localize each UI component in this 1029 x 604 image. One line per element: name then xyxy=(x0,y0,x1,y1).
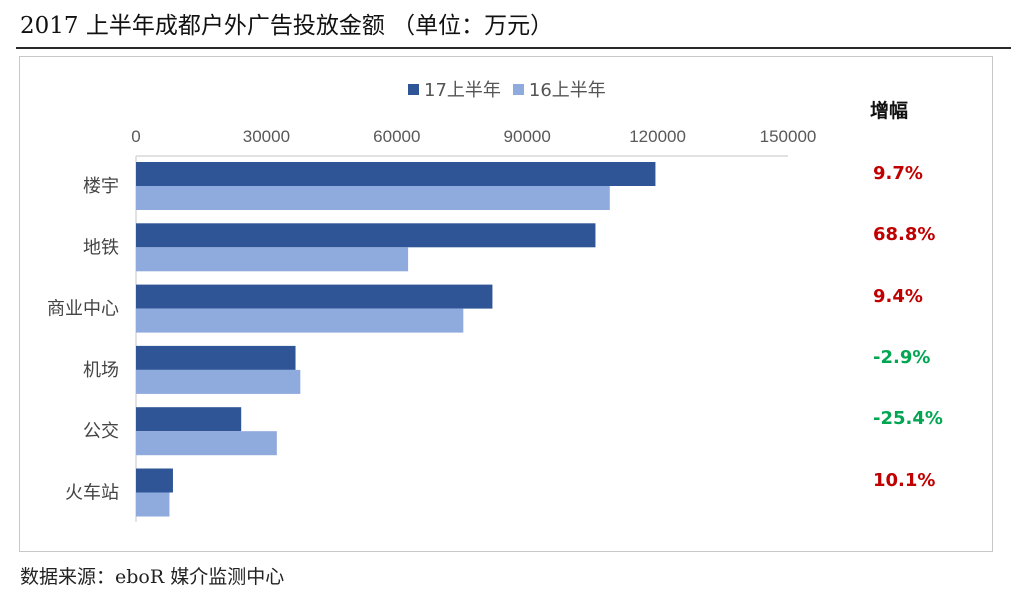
growth-header: 增幅 xyxy=(870,100,909,122)
legend-swatch-17 xyxy=(408,83,419,95)
growth-value: 9.7% xyxy=(873,163,923,184)
growth-value: -25.4% xyxy=(873,408,943,430)
page-title: 2017 上半年成都户外广告投放金额 （单位：万元） xyxy=(20,13,554,39)
legend-swatch-16 xyxy=(512,83,524,95)
legend-item-17: 17上半年 xyxy=(408,76,501,102)
legend-label-17: 17上半年 xyxy=(424,80,501,101)
legend-item-16: 16上半年 xyxy=(512,76,606,102)
growth-value: -2.9% xyxy=(873,346,931,368)
growth-value: 68.8% xyxy=(873,224,936,246)
legend-label-16: 16上半年 xyxy=(528,80,606,101)
title-divider xyxy=(16,47,1011,49)
chart-frame xyxy=(19,56,993,552)
chart-legend: 17上半年 16上半年 xyxy=(408,77,606,101)
growth-value: 10.1% xyxy=(873,469,936,491)
source-note: 数据来源：eboR 媒介监测中心 xyxy=(20,566,285,588)
growth-value: 9.4% xyxy=(873,285,923,307)
